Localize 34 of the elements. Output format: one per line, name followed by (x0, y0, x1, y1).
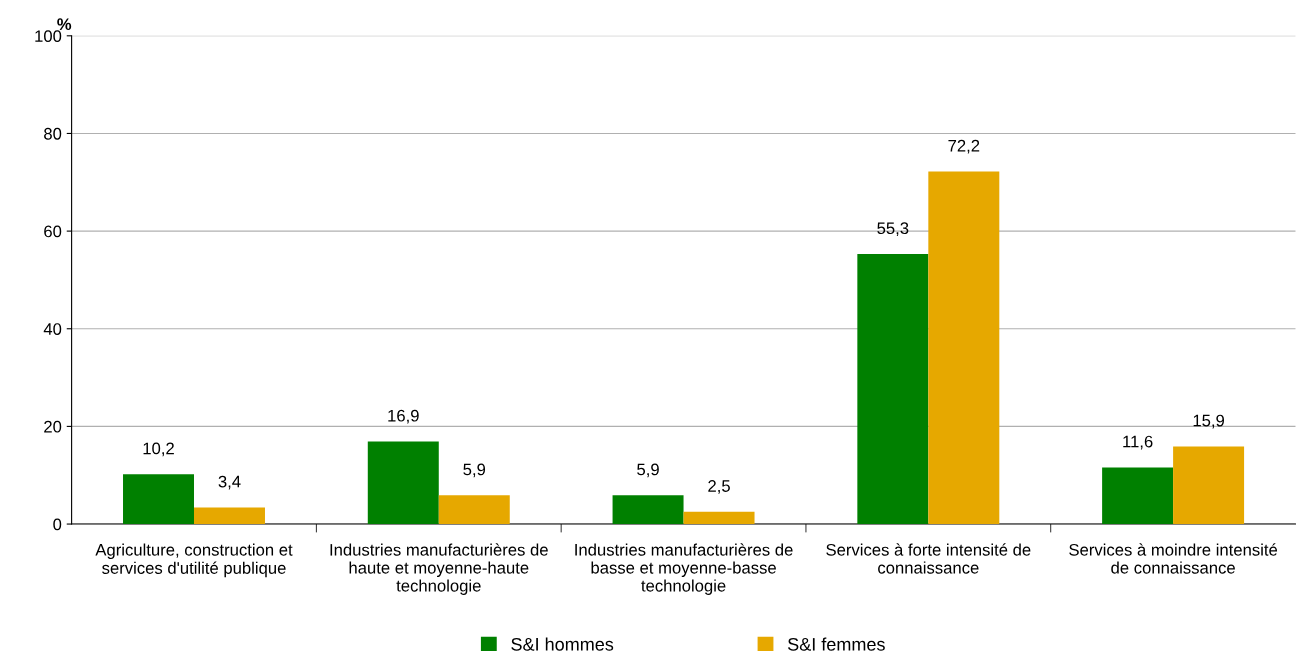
legend-label: S&I hommes (511, 637, 614, 651)
y-tick-label: 0 (53, 518, 62, 531)
y-axis-title: % (57, 18, 72, 31)
bar (857, 254, 929, 525)
y-tick-label: 40 (43, 323, 62, 335)
bar (1173, 446, 1245, 525)
x-tick-label: Services à forte intensité de connaissance (826, 543, 1031, 574)
bar (438, 495, 510, 525)
bar (612, 495, 684, 525)
y-tick-label: 60 (44, 225, 62, 238)
y-tick-label: 20 (44, 420, 62, 433)
y-tick-label: 100 (35, 30, 62, 43)
data-label: 5,9 (463, 463, 486, 478)
bar (1102, 467, 1174, 525)
data-label: 15,9 (1193, 414, 1225, 429)
data-label: 16,9 (388, 409, 419, 424)
x-tick-label: Services à moindre intensité de connaissance (1069, 543, 1278, 574)
y-tick-label: 80 (44, 127, 62, 140)
x-tick-label: Agriculture, construction et services d'utilité publique (95, 543, 293, 578)
data-label: 2,5 (708, 480, 730, 494)
legend-label: S&I femmes (787, 637, 885, 651)
data-label: 11,6 (1123, 435, 1153, 450)
bar (194, 507, 265, 525)
data-label: 55,3 (877, 222, 909, 237)
bar (683, 511, 755, 525)
data-label: 3,4 (218, 475, 241, 490)
data-label: 72,2 (948, 139, 980, 154)
x-tick-label: Industries manufacturières de basse et moyenne-basse technologie (575, 543, 793, 595)
bar (123, 474, 194, 525)
bar (367, 441, 439, 525)
data-label: 10,2 (143, 442, 174, 457)
x-tick-label: Industries manufacturières de haute et moyenne-haute technologie (330, 543, 548, 595)
data-label: 5,9 (637, 463, 659, 478)
bar (928, 171, 1000, 525)
